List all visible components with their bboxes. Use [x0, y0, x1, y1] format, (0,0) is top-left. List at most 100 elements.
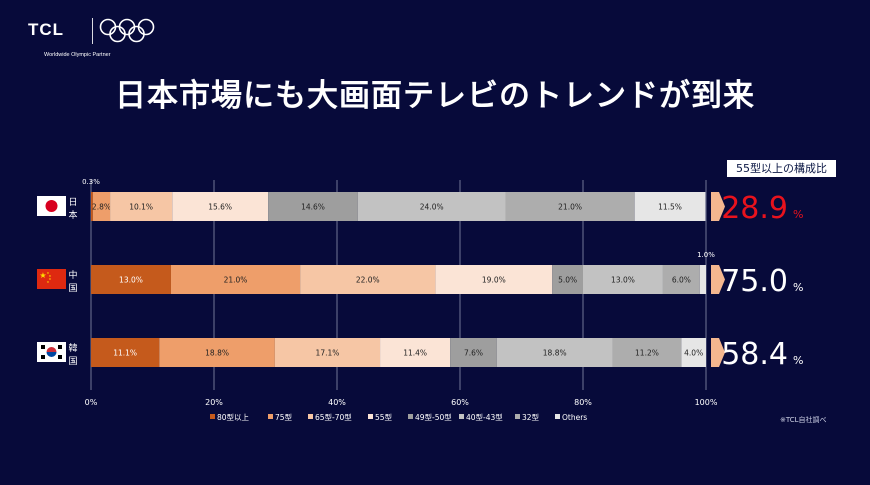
arrow-icon: [711, 265, 725, 294]
kr-flag-icon: [46, 347, 57, 352]
olympic-rings-icon: [99, 18, 155, 43]
country-label: 国: [68, 283, 77, 294]
tcl-olympic-logo: TCL Worldwide Olympic Partner: [28, 16, 188, 62]
source-note: ※TCL自社調べ: [780, 416, 827, 424]
legend-swatch: [308, 414, 313, 419]
bar-segment: [91, 192, 93, 221]
bar-segment: [450, 338, 497, 367]
data-label: 11.1%: [113, 349, 137, 358]
country-label: 日: [68, 197, 77, 208]
data-label: 19.0%: [482, 276, 506, 285]
kr-flag-icon: [41, 345, 45, 349]
logo-divider: [92, 18, 93, 44]
data-label: 7.6%: [464, 349, 483, 358]
data-label: 2.8%: [92, 203, 111, 212]
bar-segment: [380, 338, 451, 367]
data-label: 13.0%: [611, 276, 635, 285]
data-label: 21.0%: [224, 276, 248, 285]
legend-item: 32型: [522, 413, 540, 422]
x-tick-label: 60%: [451, 398, 469, 407]
data-label: 5.0%: [558, 276, 577, 285]
legend-item: 75型: [275, 413, 293, 422]
legend-item: 80型以上: [217, 413, 250, 422]
data-label: 14.6%: [301, 203, 325, 212]
share-value: 58.4: [721, 337, 788, 372]
jp-flag-icon: [45, 200, 58, 212]
bar-segment: [505, 192, 635, 221]
country-label: 本: [68, 209, 77, 221]
arrow-icon: [711, 338, 725, 367]
share-value: 75.0: [721, 264, 788, 299]
arrow-icon: [711, 192, 725, 221]
data-label: 0.3%: [82, 178, 100, 186]
share-unit: %: [793, 208, 803, 221]
data-label: 4.0%: [684, 349, 703, 358]
bar-segment: [91, 265, 171, 294]
tcl-wordmark: TCL: [28, 20, 65, 39]
legend-item: 49型-50型: [415, 413, 452, 422]
share-unit: %: [793, 281, 803, 294]
legend-swatch: [555, 414, 560, 419]
legend-item: 65型-70型: [315, 413, 352, 422]
data-label: 17.1%: [316, 349, 340, 358]
cn-flag-icon: ★: [47, 271, 50, 275]
bar-segment: [681, 338, 706, 367]
page-title: 日本市場にも大画面テレビのトレンドが到来: [115, 78, 755, 114]
data-label: 6.0%: [672, 276, 691, 285]
bar-segment: [91, 338, 160, 367]
data-label: 11.5%: [658, 203, 682, 212]
share-value: 28.9: [721, 191, 788, 226]
data-label: 13.0%: [119, 276, 143, 285]
cn-flag-icon: ★: [47, 280, 50, 284]
bar-segment: [552, 265, 583, 294]
legend-item: Others: [562, 413, 587, 422]
x-tick-label: 100%: [695, 398, 718, 407]
bar-segment: [612, 338, 682, 367]
kr-flag-icon: [41, 355, 45, 359]
data-label: 21.0%: [558, 203, 582, 212]
data-label: 24.0%: [420, 203, 444, 212]
data-label: 15.6%: [208, 203, 232, 212]
data-label: 10.1%: [129, 203, 153, 212]
bar-segment: [300, 265, 436, 294]
bar-segment: [274, 338, 381, 367]
data-label: 18.8%: [205, 349, 229, 358]
cn-flag-icon: ★: [49, 277, 52, 281]
legend-item: 40型-43型: [466, 413, 503, 422]
bar-segment: [699, 265, 706, 294]
data-label: 22.0%: [356, 276, 380, 285]
country-label: 韓: [68, 343, 77, 354]
bar-segment: [268, 192, 358, 221]
x-tick-label: 80%: [574, 398, 592, 407]
legend-swatch: [408, 414, 413, 419]
data-label: 11.2%: [635, 349, 659, 358]
legend-swatch: [368, 414, 373, 419]
bar-segment: [110, 192, 173, 221]
legend-swatch: [210, 414, 215, 419]
cn-flag-icon: [37, 269, 66, 289]
bar-segment: [92, 192, 111, 221]
bar-segment: [159, 338, 275, 367]
legend-item: 55型: [375, 413, 393, 422]
legend-swatch: [268, 414, 273, 419]
share-unit: %: [793, 354, 803, 367]
data-label: 1.0%: [697, 251, 715, 259]
x-tick-label: 40%: [328, 398, 346, 407]
cn-flag-icon: ★: [49, 274, 52, 278]
kr-flag-icon: [58, 355, 62, 359]
bar-segment: [662, 265, 700, 294]
x-tick-label: 20%: [205, 398, 223, 407]
bar-segment: [583, 265, 663, 294]
kr-flag-icon: [46, 352, 57, 357]
bar-segment: [357, 192, 506, 221]
legend-swatch: [459, 414, 464, 419]
bar-segment: [435, 265, 553, 294]
share-header-badge: 55型以上の構成比: [727, 160, 836, 177]
bar-segment: [172, 192, 269, 221]
legend-swatch: [515, 414, 520, 419]
logo-subtitle: Worldwide Olympic Partner: [44, 52, 111, 58]
x-tick-label: 0%: [85, 398, 98, 407]
bar-segment: [634, 192, 706, 221]
data-label: 11.4%: [403, 349, 427, 358]
